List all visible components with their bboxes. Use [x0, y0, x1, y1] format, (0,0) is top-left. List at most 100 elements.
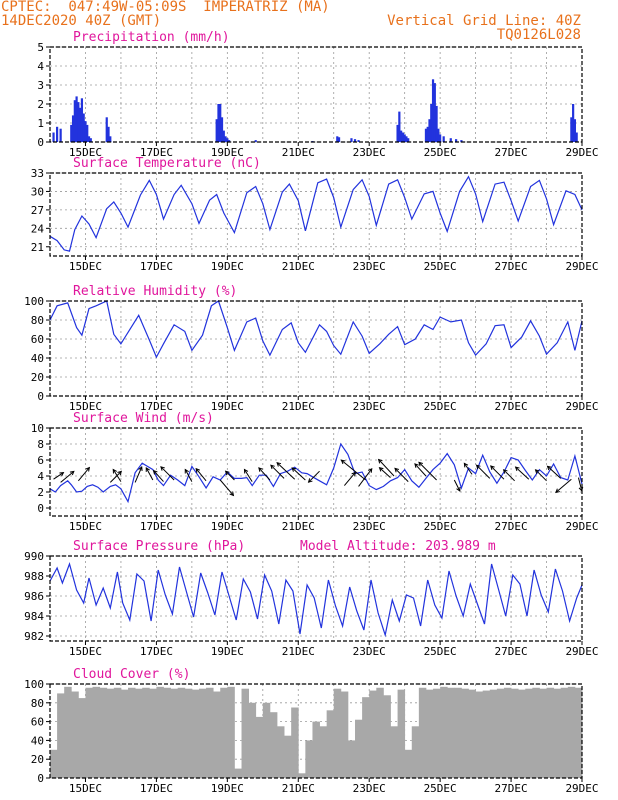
- x-tick-label: 25DEC: [424, 520, 457, 533]
- cloud-bar: [347, 740, 356, 778]
- x-tick-label: 17DEC: [140, 146, 173, 159]
- wind-vector: [378, 459, 395, 477]
- precip-bar: [433, 83, 436, 142]
- cloud-bar: [291, 707, 299, 778]
- wind-vector: [219, 479, 234, 496]
- cloud-bar: [135, 688, 143, 778]
- x-tick-label: 21DEC: [282, 520, 315, 533]
- cloud-bar: [248, 702, 257, 778]
- wind-vector: [476, 464, 491, 479]
- x-tick-label: 29DEC: [565, 260, 598, 273]
- wind-vector-head: [195, 467, 201, 473]
- precip-bar: [52, 132, 55, 142]
- precip-bar: [82, 113, 85, 142]
- precip-bar: [75, 96, 78, 142]
- wind-vector-head: [85, 466, 91, 472]
- cloud-bar: [284, 735, 292, 778]
- cloud-bar: [78, 698, 86, 778]
- precip-bar: [403, 134, 406, 142]
- precip-bar: [59, 128, 62, 142]
- series-line: [49, 175, 583, 252]
- precip-bar: [572, 104, 575, 142]
- precip-bar: [400, 130, 403, 142]
- x-tick-label: 29DEC: [565, 400, 598, 413]
- precip-bar: [350, 138, 353, 142]
- x-tick-label: 25DEC: [424, 645, 457, 658]
- precip-bar: [107, 126, 110, 142]
- cloud-bar: [305, 740, 313, 778]
- wind-vector: [276, 462, 296, 480]
- cloud-bar: [50, 749, 58, 778]
- precip-bar: [73, 100, 76, 142]
- cloud-bar: [454, 687, 462, 778]
- y-tick-label: 33: [31, 167, 44, 180]
- x-tick-label: 21DEC: [282, 260, 315, 273]
- wind-vector: [134, 466, 143, 483]
- cloud-bar: [149, 688, 157, 778]
- cloud-bar: [312, 721, 320, 778]
- wind-vector: [195, 468, 207, 482]
- wind-vector-head: [414, 463, 419, 468]
- y-tick-label: 6: [37, 454, 44, 467]
- precip-bar: [424, 128, 428, 142]
- wind-vector: [112, 469, 122, 482]
- cloud-bar: [57, 693, 65, 778]
- panel-title: Surface Wind (m/s): [73, 411, 214, 426]
- y-tick-label: 100: [24, 295, 44, 308]
- cloud-bar: [92, 686, 101, 778]
- precip-bar: [426, 126, 429, 142]
- panel-frame: [49, 172, 583, 257]
- panel-1: 21 24 27 30 33 15DEC 17DEC 19DEC 21DEC 23DEC 25DEC…: [31, 156, 599, 273]
- panel-5: 0 20 40 60 80 100 15DEC 17DEC 19DEC 21DEC 23DEC 25D…: [24, 667, 598, 795]
- x-tick-label: 29DEC: [565, 146, 598, 159]
- header-line2-left: 14DEC2020 40Z (GMT): [1, 13, 162, 29]
- precip-bar: [84, 121, 87, 142]
- header-line1-left: CPTEC: 047:49W-05:09S IMPERATRIZ (MA): [1, 0, 330, 15]
- y-tick-label: 5: [37, 41, 44, 54]
- wind-vector-head: [351, 471, 357, 477]
- precip-bar: [80, 98, 84, 142]
- x-tick-label: 17DEC: [140, 260, 173, 273]
- wind-vector-head: [502, 469, 508, 474]
- panel-4: 982 984 986 988 990 15DEC 17DEC 19DEC 21DEC 23DEC…: [24, 539, 598, 658]
- cloud-bar: [262, 702, 271, 778]
- precip-bar: [431, 79, 435, 142]
- cloud-bar: [447, 687, 455, 778]
- precip-bar: [454, 139, 458, 142]
- precip-bar: [575, 132, 578, 142]
- precip-bar: [442, 136, 445, 142]
- y-tick-label: 40: [31, 734, 44, 747]
- x-tick-label: 19DEC: [211, 645, 244, 658]
- x-tick-label: 17DEC: [140, 782, 173, 795]
- wind-vector-head: [59, 472, 65, 477]
- cloud-bar: [234, 768, 242, 778]
- precip-bar: [460, 140, 463, 142]
- wind-vector: [453, 479, 461, 492]
- cloud-bar: [206, 687, 214, 778]
- x-tick-label: 17DEC: [140, 400, 173, 413]
- wind-vector: [547, 465, 562, 479]
- precip-bar: [70, 124, 73, 142]
- y-tick-label: 30: [31, 185, 44, 198]
- wind-vector-head: [377, 458, 383, 464]
- precip-bar: [439, 134, 442, 142]
- wind-vector-head: [394, 467, 399, 473]
- panel-annotation: Model Altitude: 203.989 m: [300, 539, 496, 554]
- cloud-bar: [184, 688, 193, 778]
- wind-vector-head: [378, 467, 384, 472]
- wind-vector-head: [490, 465, 495, 470]
- wind-vector: [291, 467, 306, 481]
- panel-frame: [49, 683, 583, 779]
- cloud-bar: [340, 691, 349, 778]
- x-tick-label: 23DEC: [353, 146, 386, 159]
- x-tick-label: 15DEC: [69, 520, 102, 533]
- precip-bar: [357, 140, 360, 142]
- wind-vector-head: [534, 469, 540, 474]
- x-tick-label: 15DEC: [69, 645, 102, 658]
- cloud-bar: [496, 688, 505, 778]
- precip-bar: [435, 105, 438, 142]
- x-tick-label: 29DEC: [565, 645, 598, 658]
- cloud-bar: [156, 686, 164, 778]
- precip-bar: [401, 132, 404, 142]
